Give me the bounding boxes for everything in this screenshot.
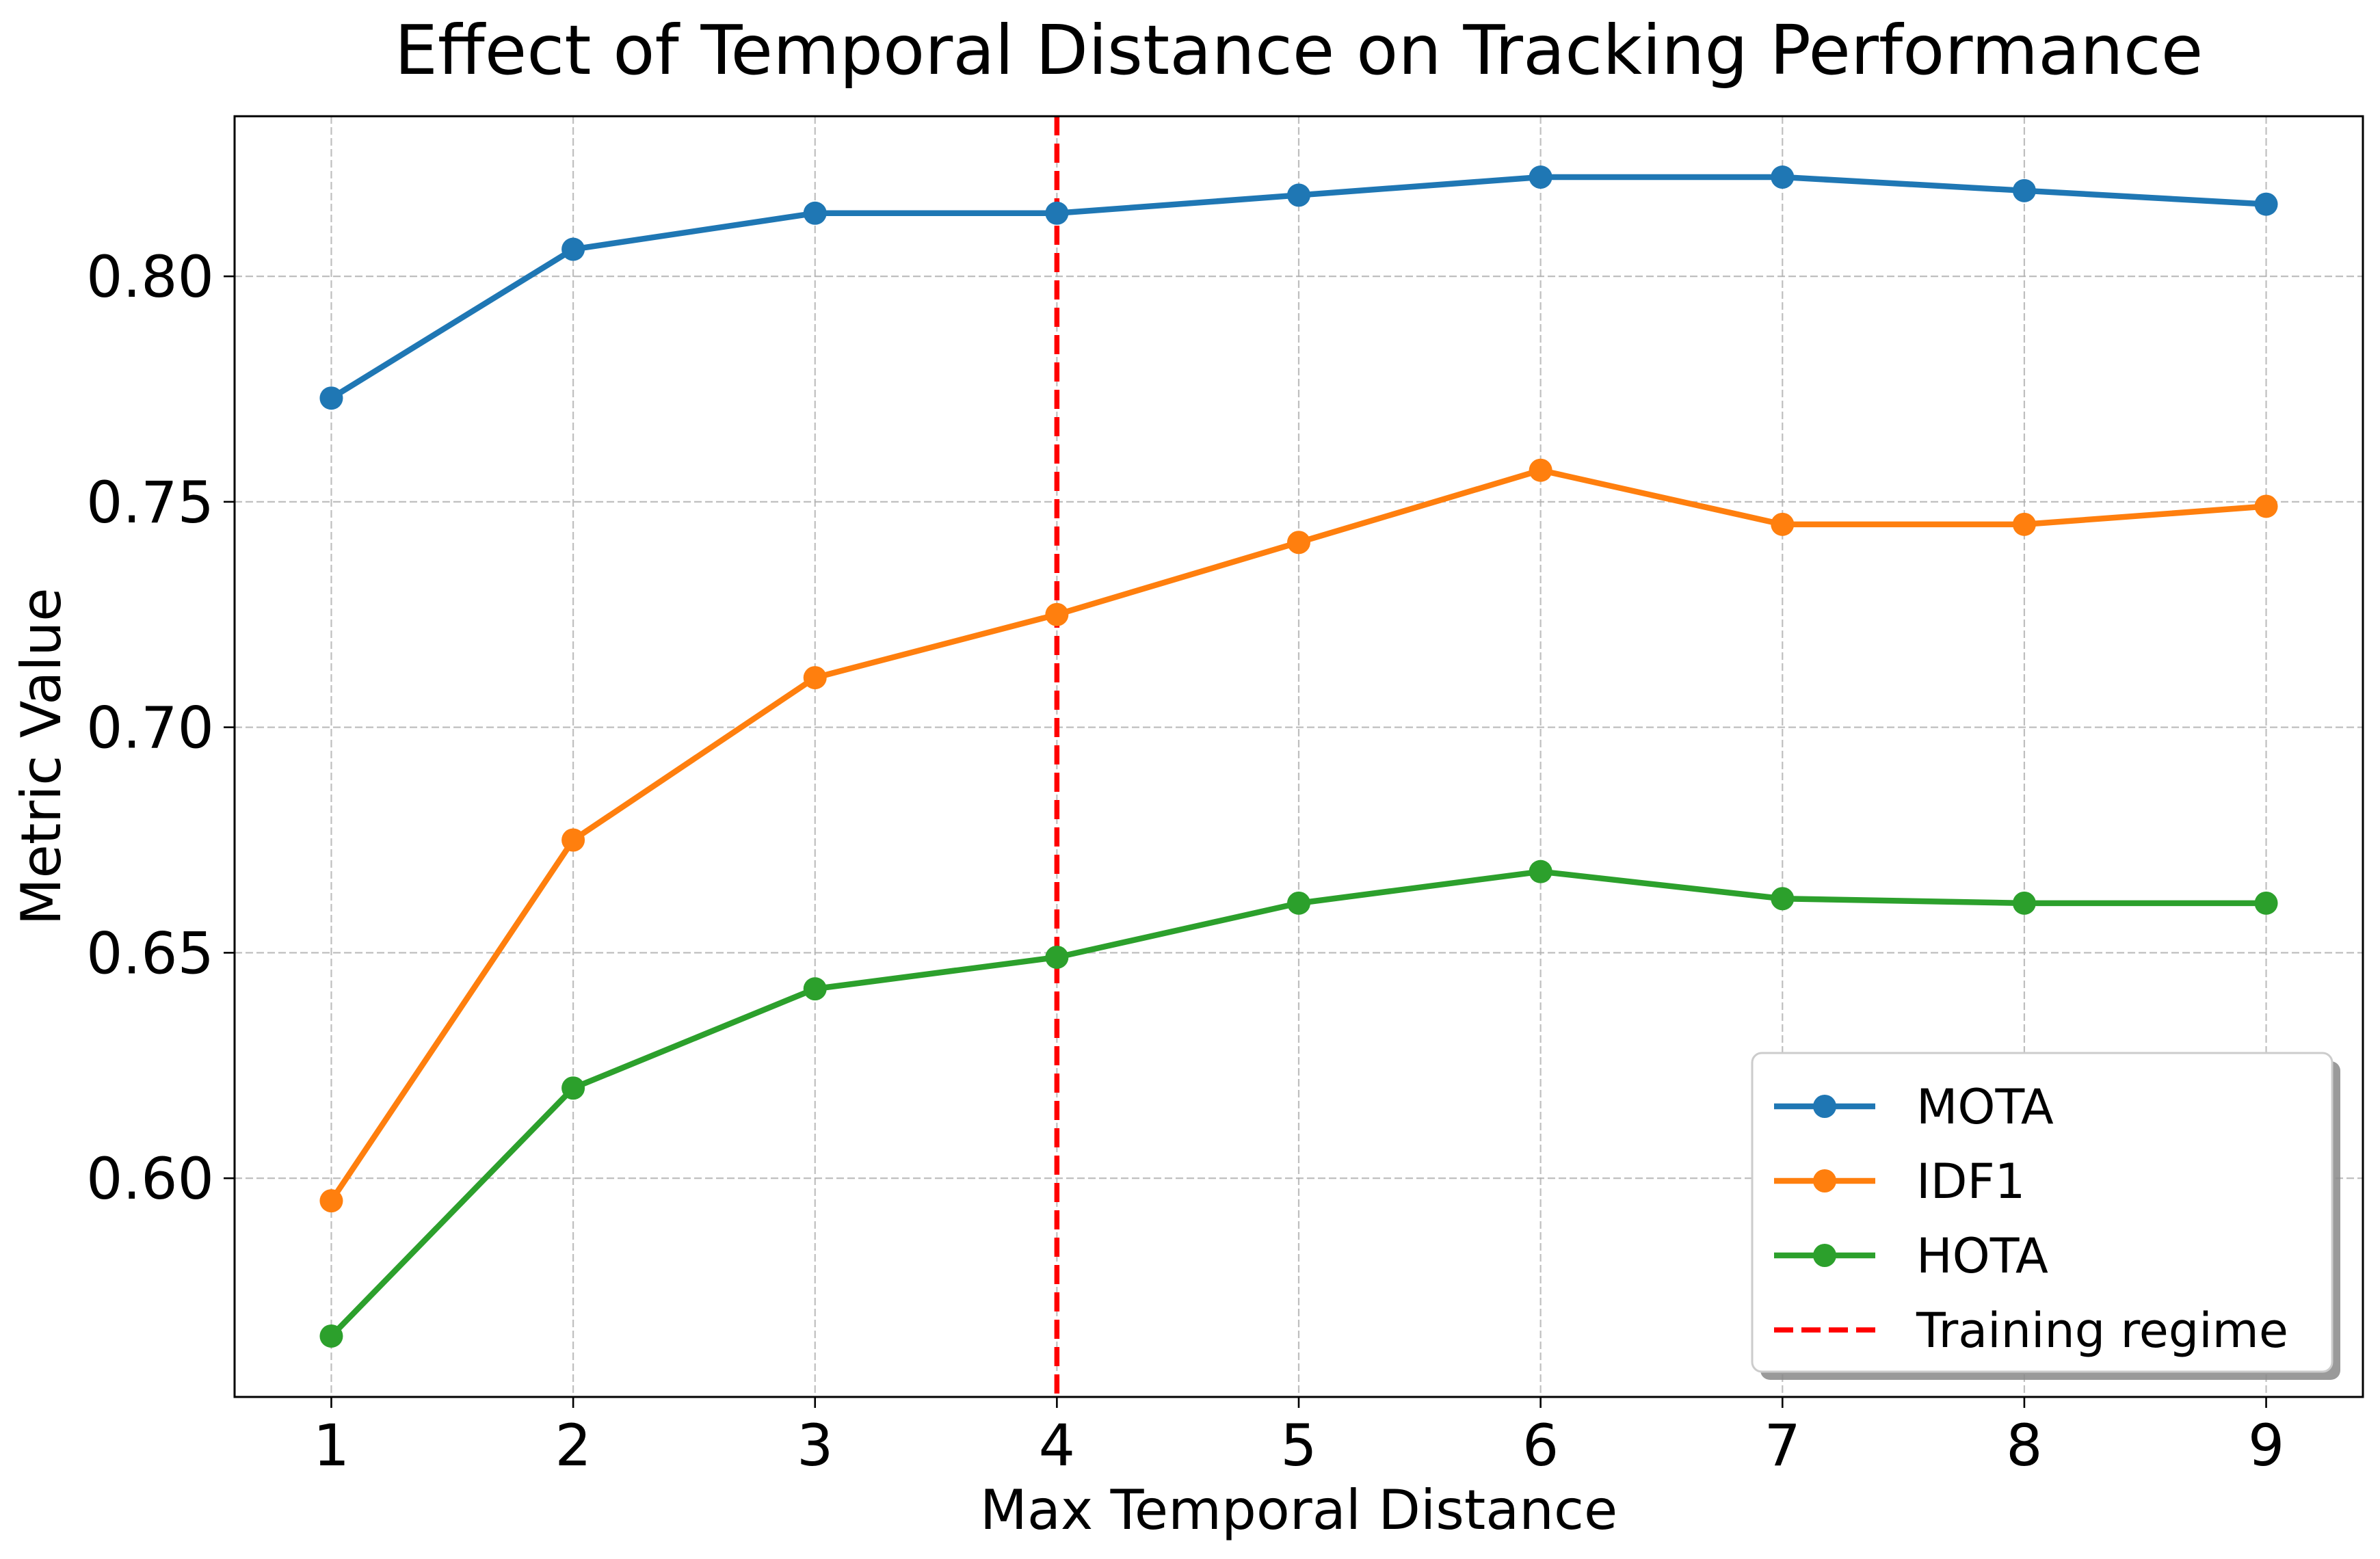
x-tick-label: 9 xyxy=(2248,1412,2284,1479)
hota-point xyxy=(1287,891,1310,915)
idf1-point xyxy=(1287,531,1310,555)
idf1-point xyxy=(1529,458,1552,482)
idf1-point xyxy=(561,828,585,852)
idf1-point xyxy=(803,666,827,690)
axis-ticks: 1 2 3 4 5 6 7 8 9 0.60 0.65 0.70 0.75 0.80 xyxy=(86,243,2284,1479)
hota-point xyxy=(1045,945,1069,969)
y-tick-label: 0.75 xyxy=(86,469,214,536)
hota-point xyxy=(1771,887,1795,911)
chart-title: Effect of Temporal Distance on Tracking … xyxy=(395,10,2204,90)
x-tick-label: 5 xyxy=(1280,1412,1317,1479)
mota-point xyxy=(2012,178,2036,202)
y-axis-title: Metric Value xyxy=(10,588,73,926)
legend: MOTA IDF1 HOTA Training regime xyxy=(1751,1052,2340,1380)
x-tick-label: 2 xyxy=(555,1412,591,1479)
idf1-point xyxy=(2012,512,2036,536)
mota-point xyxy=(1771,165,1795,189)
legend-box xyxy=(1751,1052,2333,1373)
x-tick-label: 7 xyxy=(1764,1412,1801,1479)
x-tick-label: 8 xyxy=(2006,1412,2042,1479)
mota-point xyxy=(319,386,343,410)
legend-label-mota: MOTA xyxy=(1916,1079,2054,1135)
series-layer xyxy=(319,165,2278,1348)
y-tick-label: 0.70 xyxy=(86,695,214,762)
legend-label-training-regime: Training regime xyxy=(1916,1303,2288,1359)
hota-point xyxy=(803,977,827,1001)
mota-point xyxy=(561,237,585,261)
idf1-point xyxy=(1771,512,1795,536)
hota-point xyxy=(2254,891,2278,915)
mota-point xyxy=(803,201,827,225)
legend-marker-hota xyxy=(1813,1244,1836,1267)
hota-point xyxy=(319,1324,343,1348)
x-tick-label: 4 xyxy=(1039,1412,1075,1479)
hota-point xyxy=(561,1076,585,1100)
hota-point xyxy=(2012,891,2036,915)
mota-point xyxy=(1045,201,1069,225)
x-tick-label: 3 xyxy=(797,1412,833,1479)
legend-marker-mota xyxy=(1813,1095,1836,1118)
x-tick-label: 1 xyxy=(313,1412,349,1479)
mota-point xyxy=(2254,192,2278,216)
idf1-point xyxy=(2254,494,2278,518)
idf1-point xyxy=(1045,602,1069,626)
hota-point xyxy=(1529,860,1552,883)
legend-label-hota: HOTA xyxy=(1916,1228,2048,1284)
x-axis-title: Max Temporal Distance xyxy=(980,1478,1617,1542)
mota-point xyxy=(1529,165,1552,189)
mota-point xyxy=(1287,183,1310,207)
y-tick-label: 0.60 xyxy=(86,1145,214,1212)
idf1-point xyxy=(319,1189,343,1213)
x-tick-label: 6 xyxy=(1522,1412,1559,1479)
legend-marker-idf1 xyxy=(1813,1169,1836,1192)
y-tick-label: 0.65 xyxy=(86,920,214,987)
y-tick-label: 0.80 xyxy=(86,243,214,310)
legend-label-idf1: IDF1 xyxy=(1916,1154,2025,1210)
